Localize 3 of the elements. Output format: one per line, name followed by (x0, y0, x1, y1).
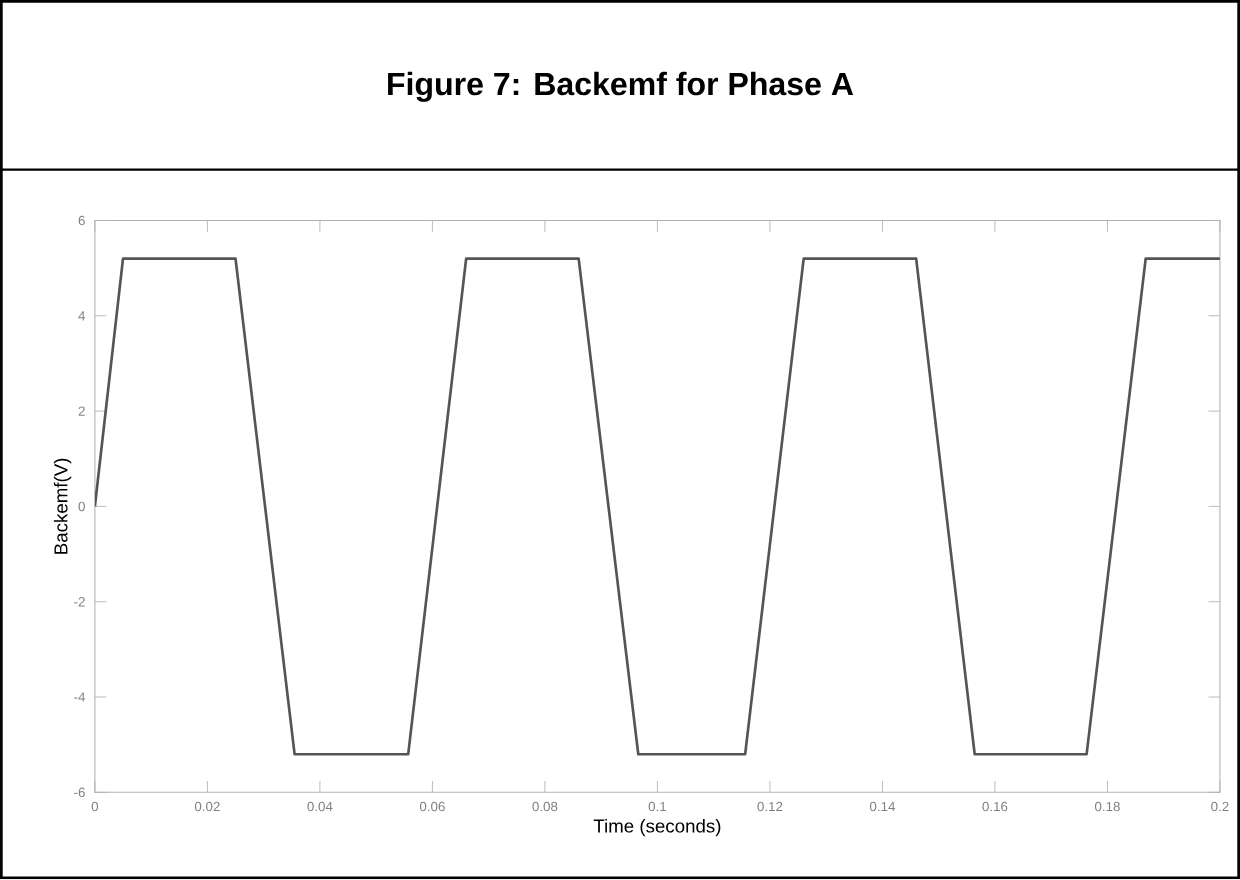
y-axis-title: Backemf(V) (53, 459, 72, 555)
x-axis-title: Time (seconds) (593, 819, 721, 837)
chart-title: Figure 7: Backemf for Phase A (388, 72, 854, 103)
